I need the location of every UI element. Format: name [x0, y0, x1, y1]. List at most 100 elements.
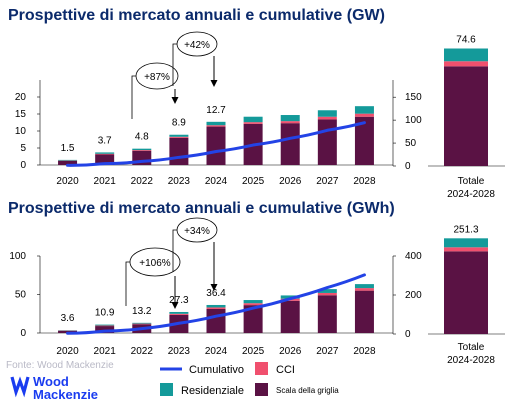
- growth-arrow-head: [171, 302, 179, 309]
- y2-tick-label: 50: [405, 138, 417, 149]
- bar-residenziale-2026: [280, 295, 300, 299]
- bar-scala-della-griglia-2027: [317, 119, 337, 165]
- data-label-2023: 27.3: [169, 295, 189, 306]
- data-label-2021: 3.7: [98, 135, 112, 146]
- y2-tick-label: 150: [405, 92, 422, 103]
- bar-cci-2028: [354, 113, 374, 117]
- bar-cci-2027: [317, 116, 337, 120]
- bar-scala-della-griglia-2027: [317, 295, 337, 333]
- y-tick-label: 50: [15, 290, 27, 301]
- x-tick-label: 2028: [353, 346, 376, 357]
- legend-cci-swatch: [255, 362, 268, 375]
- total-period-label: 2024-2028: [447, 189, 495, 200]
- x-tick-label: 2026: [279, 346, 302, 357]
- y2-tick-label: 0: [405, 329, 411, 340]
- bar-cci-2024: [206, 125, 226, 127]
- data-label-2024: 36.4: [206, 288, 226, 299]
- y-tick-label: 10: [15, 126, 27, 137]
- legend-residenziale-label: Residenziale: [181, 385, 244, 397]
- chart-1-total: 74.6 Totale 2024-2028: [428, 35, 505, 200]
- bar-residenziale-2028: [354, 106, 374, 114]
- bar-scala-della-griglia-2026: [280, 300, 300, 333]
- legend-scala-swatch: [255, 383, 268, 396]
- bar-residenziale-2027: [317, 289, 337, 293]
- cumulative-line: [66, 121, 366, 167]
- x-tick-label: 2020: [56, 346, 79, 357]
- bar-scala-della-griglia-2024: [206, 126, 226, 165]
- y-tick-label: 0: [20, 160, 26, 171]
- x-tick-label: 2021: [94, 176, 117, 187]
- bar-cci-2021: [95, 153, 115, 155]
- data-label-2020: 3.6: [61, 313, 75, 324]
- total-value-label: 251.3: [453, 224, 478, 235]
- data-label-2022: 4.8: [135, 132, 149, 143]
- data-label-2024: 12.7: [206, 105, 226, 116]
- logo-line-1: Wood: [33, 374, 69, 389]
- growth-bubble-label: +42%: [184, 40, 210, 51]
- total-period-label: 2024-2028: [447, 355, 495, 366]
- x-tick-label: 2023: [168, 346, 191, 357]
- bar-residenziale-2022: [132, 322, 152, 324]
- bar-cci-2024: [206, 307, 226, 309]
- bar-cci-2022: [132, 323, 152, 325]
- y2-tick-label: 200: [405, 290, 422, 301]
- x-tick-label: 2024: [205, 176, 228, 187]
- x-tick-label: 2022: [131, 176, 154, 187]
- growth-bubble-label: +87%: [144, 72, 170, 83]
- bar-scala-della-griglia-2021: [95, 154, 115, 165]
- x-tick-label: 2024: [205, 346, 228, 357]
- x-tick-label: 2022: [131, 346, 154, 357]
- bar-residenziale-2023: [169, 311, 189, 314]
- bar-residenziale-2025: [243, 116, 263, 123]
- bar-residenziale-2026: [280, 115, 300, 122]
- growth-bubble-label: +34%: [184, 226, 210, 237]
- legend-cci-label: CCI: [276, 364, 295, 376]
- bar-residenziale-2027: [317, 110, 337, 117]
- chart-1-title: Prospettive di mercato annuali e cumulat…: [8, 7, 385, 24]
- bar-scala-della-griglia-2021: [95, 326, 115, 333]
- data-label-2020: 1.5: [61, 143, 75, 154]
- bar-cci-2028: [354, 288, 374, 291]
- chart-2: 0 50 100 0 200 400 3.6 2020 10.9 2021 13.2 2022 27.3…: [9, 217, 422, 357]
- bar-residenziale-2028: [354, 284, 374, 289]
- total-bar-residenziale: [444, 238, 488, 248]
- x-tick-label: 2025: [242, 346, 265, 357]
- bar-residenziale-2021: [95, 152, 115, 154]
- growth-connector: [125, 261, 130, 306]
- growth-connector: [172, 43, 177, 86]
- x-tick-label: 2020: [56, 176, 79, 187]
- legend: Cumulativo CCI Residenziale Scala della gri…: [160, 362, 339, 397]
- bar-cci-2023: [169, 136, 189, 138]
- bar-cci-2025: [243, 303, 263, 306]
- y-tick-label: 20: [15, 92, 27, 103]
- x-tick-label: 2027: [316, 176, 339, 187]
- total-label: Totale: [458, 176, 485, 187]
- growth-arrow-head: [210, 284, 218, 291]
- bar-scala-della-griglia-2028: [354, 290, 374, 333]
- x-tick-label: 2025: [242, 176, 265, 187]
- bar-residenziale-2021: [95, 324, 115, 326]
- total-bar-scala-della-griglia: [444, 251, 488, 334]
- growth-arrow-head: [210, 80, 218, 87]
- bar-cci-2025: [243, 122, 263, 124]
- total-value-label: 74.6: [456, 35, 476, 46]
- growth-connector: [131, 75, 136, 119]
- y2-tick-label: 0: [405, 161, 411, 172]
- data-label-2021: 10.9: [95, 308, 115, 319]
- logo-line-2: Mackenzie: [33, 387, 98, 402]
- bar-residenziale-2025: [243, 300, 263, 304]
- legend-cumulative-label: Cumulativo: [189, 364, 244, 376]
- y2-tick-label: 400: [405, 251, 422, 262]
- y-tick-label: 100: [9, 251, 26, 262]
- growth-connector: [172, 229, 177, 272]
- x-tick-label: 2028: [353, 176, 376, 187]
- data-label-2023: 8.9: [172, 118, 186, 129]
- bar-cci-2021: [95, 325, 115, 327]
- bar-residenziale-2020: [58, 159, 78, 161]
- chart-2-title: Prospettive di mercato annuali e cumulat…: [8, 200, 395, 217]
- bar-cci-2022: [132, 150, 152, 151]
- bar-residenziale-2024: [206, 304, 226, 308]
- bar-cci-2027: [317, 292, 337, 296]
